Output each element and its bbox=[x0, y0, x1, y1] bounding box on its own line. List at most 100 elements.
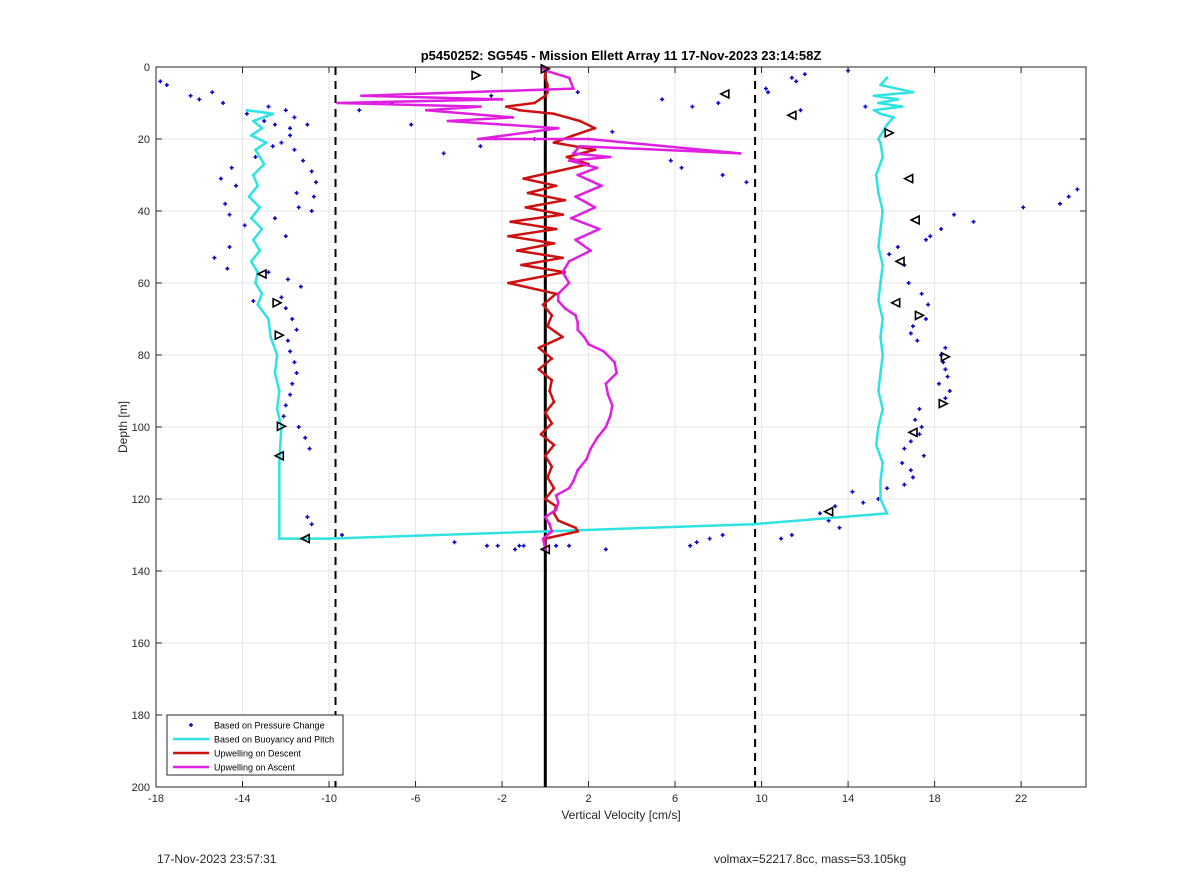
series-point bbox=[260, 292, 264, 296]
series-point bbox=[537, 368, 541, 371]
series-point bbox=[606, 393, 610, 396]
series-point bbox=[541, 537, 545, 540]
series-point bbox=[539, 432, 543, 436]
pressure-change-point bbox=[567, 543, 572, 548]
series-point bbox=[554, 184, 558, 188]
pressure-change-point bbox=[305, 515, 310, 519]
pressure-change-point bbox=[283, 108, 288, 113]
pressure-change-point bbox=[309, 522, 314, 527]
pressure-change-point bbox=[188, 93, 193, 98]
footer-info: volmax=52217.8cc, mass=53.105kg bbox=[714, 852, 907, 866]
series-point bbox=[550, 422, 554, 425]
series-point bbox=[507, 234, 510, 238]
series-point bbox=[264, 141, 268, 145]
pressure-change-point bbox=[817, 511, 822, 516]
pressure-change-point bbox=[290, 317, 295, 321]
x-tick-label: -6 bbox=[411, 793, 421, 805]
pressure-change-point bbox=[288, 349, 293, 354]
series-point bbox=[271, 112, 275, 116]
series-point bbox=[874, 443, 878, 447]
pressure-change-point bbox=[441, 151, 446, 156]
pressure-change-point bbox=[242, 223, 247, 228]
pressure-change-point bbox=[301, 158, 306, 163]
pressure-change-point bbox=[303, 435, 308, 440]
pressure-change-point bbox=[902, 446, 907, 451]
x-tick-label: 14 bbox=[842, 793, 854, 805]
series-point bbox=[277, 389, 281, 393]
series-point bbox=[258, 155, 262, 159]
series-point bbox=[574, 314, 577, 317]
series-point bbox=[254, 148, 257, 152]
pressure-change-point bbox=[917, 407, 922, 411]
series-point bbox=[574, 238, 577, 242]
series-point bbox=[360, 94, 363, 98]
direction-marker bbox=[719, 88, 730, 100]
pressure-change-point bbox=[495, 543, 500, 548]
pressure-change-point bbox=[266, 104, 271, 109]
series-point bbox=[251, 238, 255, 242]
series-point bbox=[554, 508, 558, 512]
series-point bbox=[269, 335, 273, 339]
series-point bbox=[567, 260, 571, 263]
pressure-change-point bbox=[971, 219, 976, 224]
series-point bbox=[256, 303, 260, 306]
series-point bbox=[258, 249, 262, 253]
series-point bbox=[876, 389, 880, 393]
series-point bbox=[881, 407, 885, 411]
y-tick-label: 200 bbox=[132, 782, 150, 794]
pressure-change-point bbox=[340, 533, 344, 537]
pressure-change-point bbox=[720, 533, 725, 537]
pressure-change-point bbox=[484, 543, 489, 548]
pressure-change-point bbox=[919, 425, 924, 429]
series-point bbox=[249, 216, 253, 220]
series-point bbox=[879, 371, 882, 375]
pressure-change-point bbox=[917, 432, 922, 437]
pressure-change-point bbox=[885, 486, 890, 491]
pressure-change-point bbox=[902, 482, 907, 487]
series-point bbox=[572, 134, 575, 137]
pressure-change-point bbox=[947, 389, 952, 393]
series-point bbox=[260, 227, 264, 231]
pressure-change-point bbox=[309, 169, 314, 174]
x-tick-label: 10 bbox=[755, 793, 767, 805]
direction-marker bbox=[909, 214, 920, 226]
series-point bbox=[552, 443, 556, 447]
series-point bbox=[251, 173, 255, 177]
series-point bbox=[541, 303, 545, 306]
chart-title: p5450252: SG545 - Mission Ellett Array 1… bbox=[421, 48, 822, 63]
series-point bbox=[595, 166, 599, 170]
series-point bbox=[561, 335, 565, 339]
series-point bbox=[277, 537, 281, 540]
series-point bbox=[574, 195, 577, 199]
pressure-change-point bbox=[908, 468, 913, 473]
pressure-change-point bbox=[281, 414, 286, 419]
pressure-change-point bbox=[923, 317, 928, 321]
series-point bbox=[504, 105, 508, 108]
pressure-change-point bbox=[305, 122, 310, 127]
pressure-change-point bbox=[679, 165, 684, 170]
pressure-change-point bbox=[921, 453, 926, 458]
pressure-change-point bbox=[789, 75, 794, 80]
pressure-change-point bbox=[720, 173, 725, 177]
pressure-change-point bbox=[517, 543, 522, 548]
pressure-change-point bbox=[945, 374, 950, 379]
x-tick-label: 18 bbox=[928, 793, 940, 805]
direction-marker bbox=[822, 506, 834, 517]
x-tick-label: 6 bbox=[672, 793, 678, 805]
pressure-change-point bbox=[668, 158, 673, 163]
series-point bbox=[881, 353, 885, 357]
pressure-change-point bbox=[928, 234, 933, 239]
series-point bbox=[526, 191, 530, 195]
direction-marker bbox=[902, 173, 914, 184]
pressure-change-point bbox=[158, 79, 163, 84]
series-point bbox=[550, 378, 554, 382]
pressure-change-point bbox=[789, 533, 794, 537]
y-tick-label: 60 bbox=[138, 278, 150, 290]
series-point bbox=[879, 83, 882, 87]
pressure-change-point bbox=[409, 122, 414, 127]
direction-marker bbox=[256, 268, 267, 280]
series-point bbox=[881, 209, 885, 213]
pressure-change-point bbox=[266, 270, 271, 275]
series-point bbox=[879, 479, 882, 483]
pressure-change-point bbox=[197, 97, 202, 102]
